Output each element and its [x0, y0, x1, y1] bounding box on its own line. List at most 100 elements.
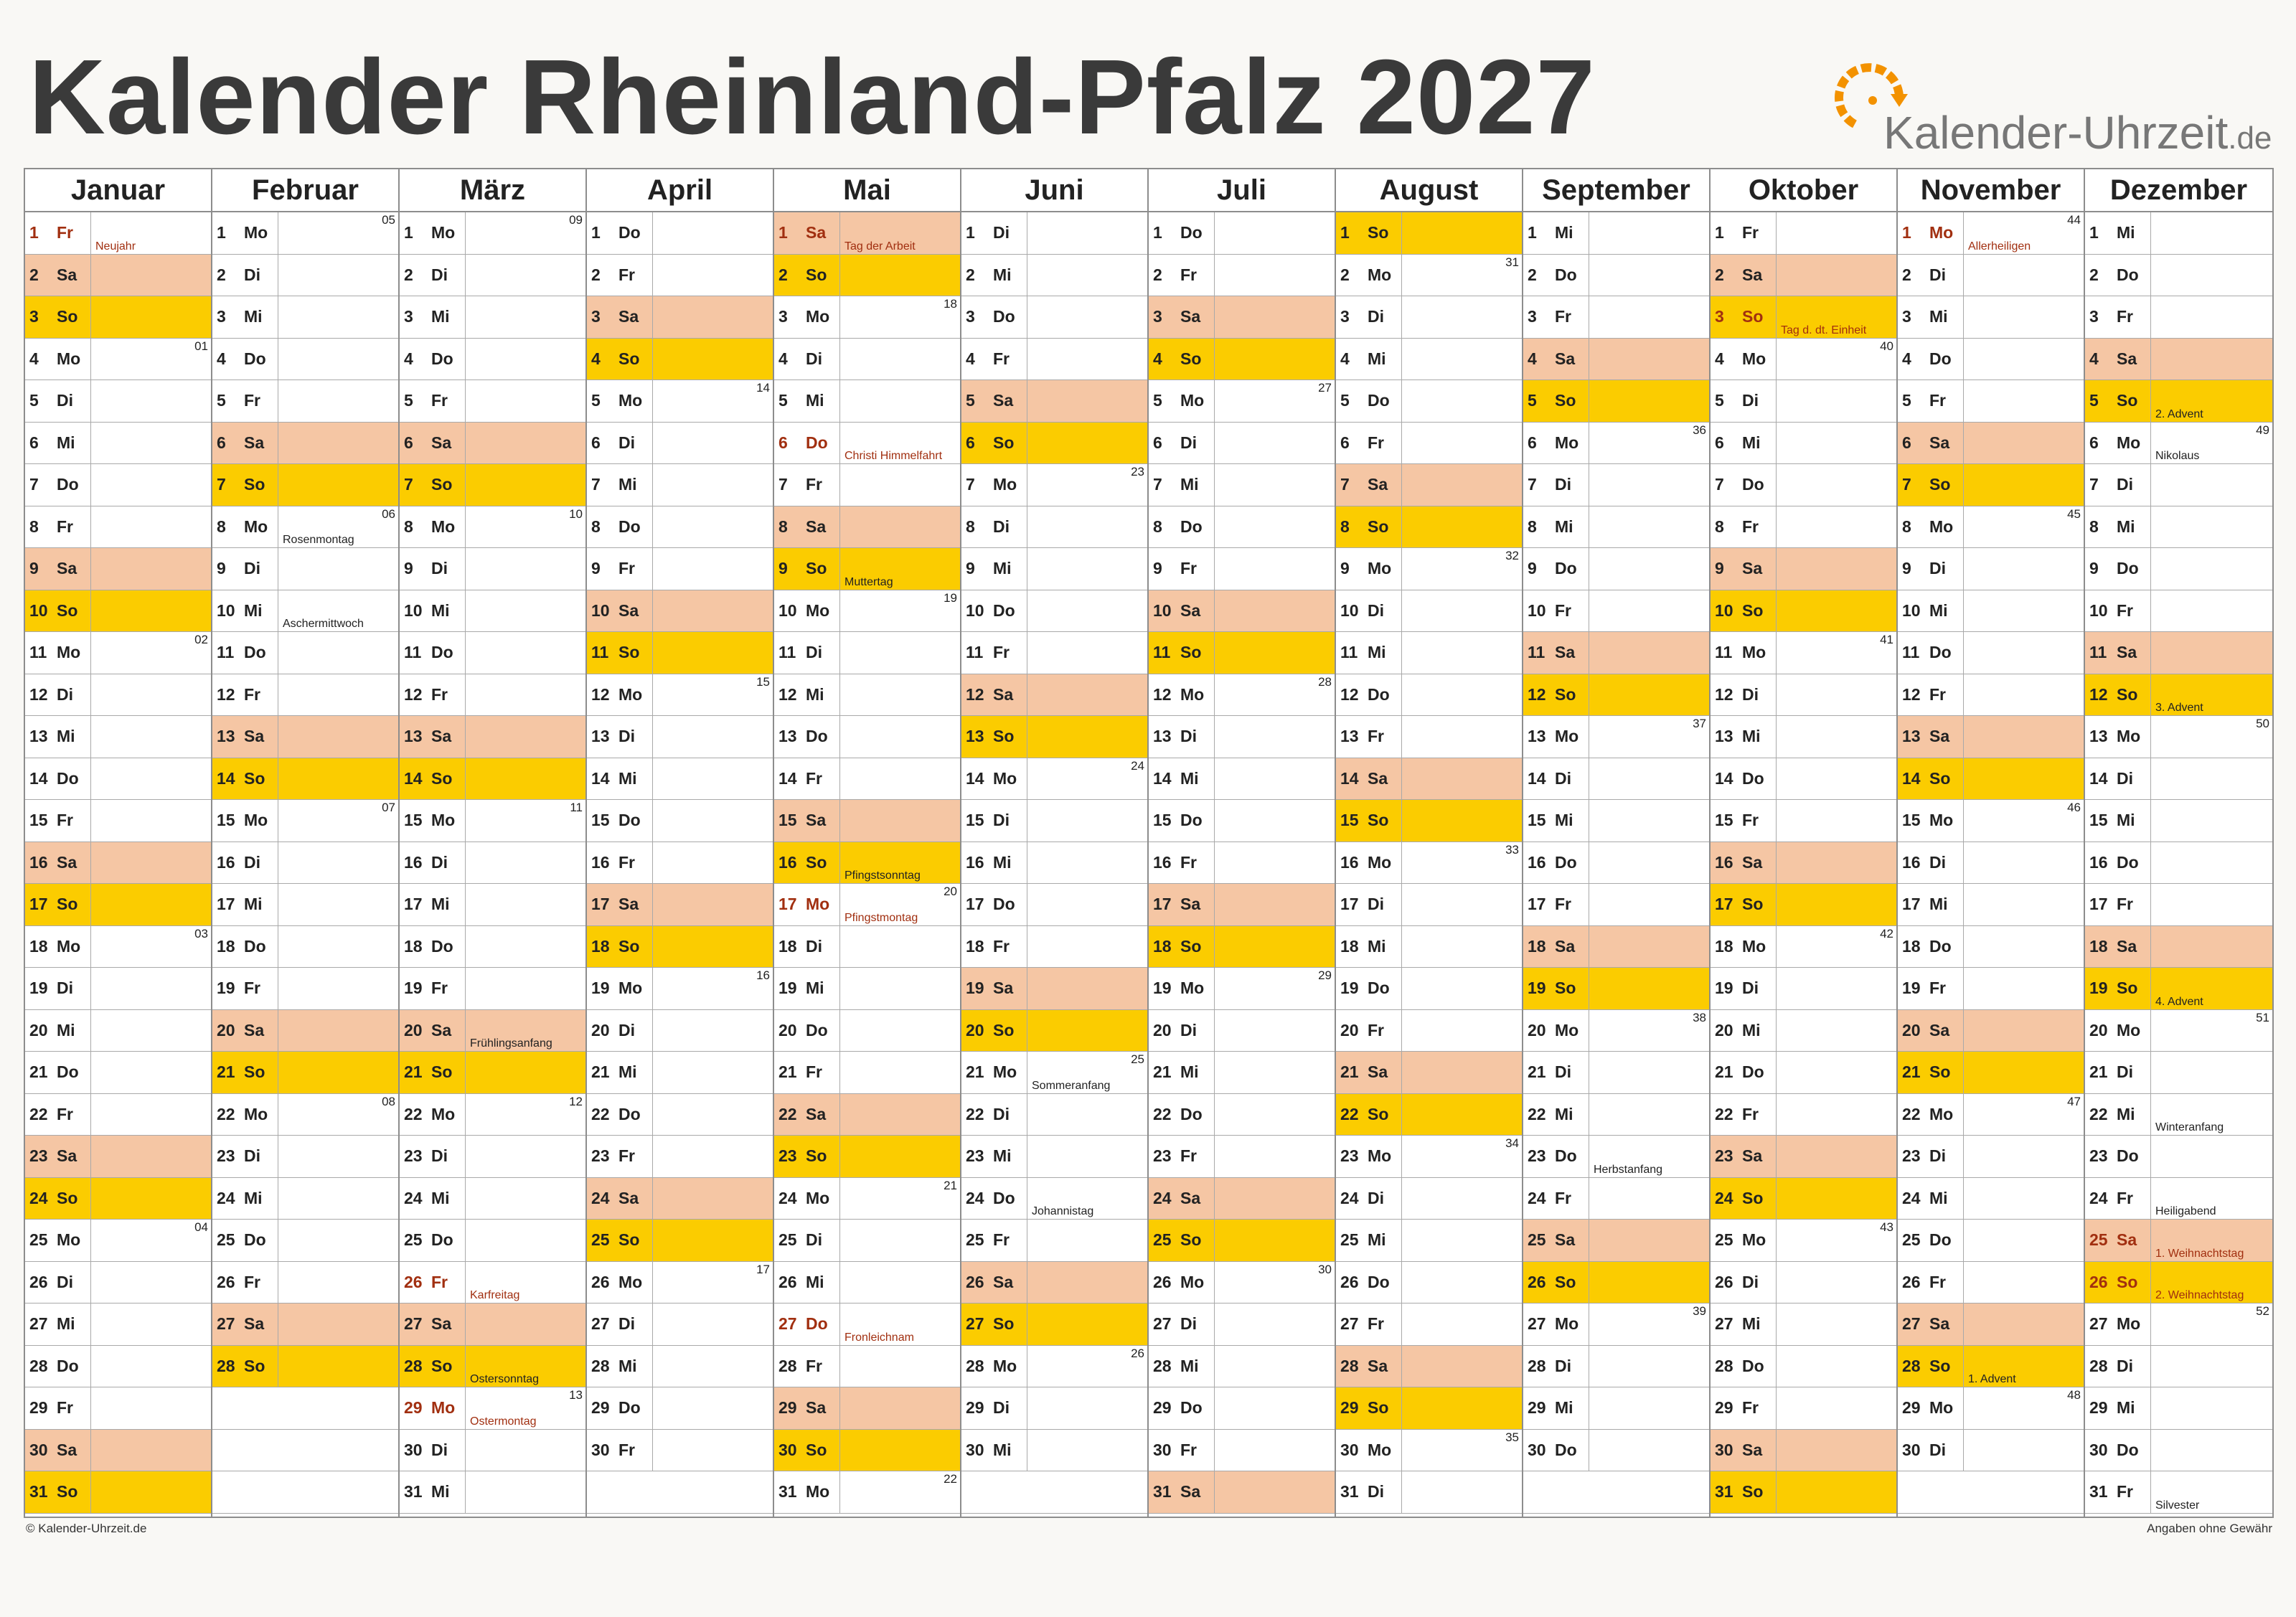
note-cell: Christi Himmelfahrt — [840, 423, 960, 464]
day-row: 17 Fr — [1523, 884, 1709, 926]
day-row: 21 Di — [2085, 1052, 2272, 1094]
day-number: 20 — [1902, 1020, 1921, 1040]
weekday: Di — [431, 559, 448, 578]
weekday: Mi — [1180, 1356, 1199, 1375]
day-number: 16 — [1715, 852, 1733, 872]
day-label: 6 Sa — [212, 422, 278, 463]
day-row: 10 Sa — [587, 590, 773, 632]
day-number: 7 — [966, 475, 975, 494]
day-label: 6 So — [961, 422, 1027, 463]
weekday: Fr — [1555, 307, 1571, 326]
weekday: Mo — [618, 979, 643, 998]
day-row: 7 Mi — [1149, 464, 1335, 506]
weekday: Do — [993, 1188, 1015, 1207]
weekday: Di — [1368, 307, 1384, 326]
day-number: 4 — [2089, 349, 2099, 368]
day-row: 3 Di — [1336, 296, 1522, 339]
month-column: Mai 1 Sa Tag der Arbeit 2 So 3 Mo 18 4 Di 5 Mi 6 Do Chr… — [774, 169, 961, 1517]
day-number: 24 — [591, 1188, 610, 1207]
day-label: 3 Fr — [2085, 296, 2151, 338]
week-number: 09 — [569, 213, 583, 227]
weekday: Sa — [1555, 643, 1576, 662]
day-number: 26 — [1715, 1272, 1733, 1291]
month-column: Juni 1 Di 2 Mi 3 Do 4 Fr 5 Sa 6 So 7 Mo 23 8 Di 9 Mi 10 Do 11 F… — [961, 169, 1149, 1517]
note-cell — [278, 1052, 398, 1093]
note-cell: Tag d. dt. Einheit — [1777, 296, 1896, 338]
day-label: 4 Do — [212, 338, 278, 380]
note-cell — [1027, 1136, 1147, 1177]
note-cell — [1964, 548, 2084, 590]
note-cell — [653, 548, 773, 590]
day-number: 7 — [217, 475, 226, 494]
weekday: Sa — [1555, 349, 1576, 368]
weekday: Sa — [1929, 1020, 1950, 1040]
weekday: Do — [1929, 936, 1952, 956]
day-row: 25 So — [587, 1220, 773, 1262]
note-cell — [653, 632, 773, 674]
day-row: 1 Mo 05 — [212, 212, 398, 255]
day-label: 27 Do — [774, 1304, 840, 1345]
weekday: Di — [1742, 391, 1759, 410]
day-number: 24 — [217, 1188, 235, 1207]
day-number: 12 — [1715, 684, 1733, 704]
day-label: 20 Mi — [1711, 1009, 1777, 1051]
note-cell — [1215, 1136, 1335, 1177]
note-cell — [278, 674, 398, 716]
week-number: 25 — [1131, 1052, 1144, 1066]
weekday: Mi — [993, 1146, 1012, 1166]
weekday: Mo — [1742, 349, 1766, 368]
day-label: 25 Fr — [961, 1220, 1027, 1261]
day-label: 2 Sa — [1711, 254, 1777, 296]
day-row: 18 Mo 03 — [25, 925, 211, 968]
note-cell — [466, 1136, 585, 1177]
note-cell — [466, 632, 585, 674]
note-cell — [2151, 842, 2272, 884]
note-cell — [1589, 842, 1709, 884]
day-number: 4 — [966, 349, 975, 368]
day-row: 4 Do — [400, 338, 585, 380]
day-number: 11 — [1153, 643, 1171, 662]
day-label: 26 Fr — [212, 1261, 278, 1303]
day-row: 21 So — [1898, 1052, 2084, 1094]
day-number: 11 — [404, 643, 422, 662]
day-label: 8 Do — [1149, 506, 1215, 547]
day-number: 8 — [1528, 517, 1537, 536]
week-number: 46 — [2067, 801, 2081, 814]
day-row: 9 Sa — [1711, 548, 1896, 590]
day-row: 22 Mo 08 — [212, 1093, 398, 1136]
day-row: 18 Do — [400, 925, 585, 968]
note-cell — [2151, 255, 2272, 296]
weekday: Sa — [1742, 1440, 1763, 1459]
day-label: 11 Mi — [1336, 632, 1402, 674]
day-row: 10 Mo 19 — [774, 590, 960, 632]
day-label: 25 Do — [400, 1220, 466, 1261]
weekday: Mo — [57, 936, 81, 956]
day-number: 21 — [1153, 1062, 1172, 1082]
weekday: So — [57, 1482, 78, 1502]
week-number: 21 — [944, 1178, 957, 1192]
day-number: 10 — [404, 600, 423, 620]
day-number: 9 — [778, 559, 788, 578]
holiday-label: Neujahr — [95, 240, 136, 253]
day-row: 12 Di — [1711, 674, 1896, 716]
day-number: 18 — [966, 936, 984, 956]
day-number: 17 — [966, 895, 984, 914]
note-cell — [1027, 590, 1147, 632]
note-cell: 05 — [278, 212, 398, 254]
day-number: 14 — [29, 768, 48, 788]
day-row: 29 Mo 48 — [1898, 1387, 2084, 1430]
day-label: 15 Mi — [1523, 800, 1589, 842]
note-cell: 1. Advent — [1964, 1346, 2084, 1387]
day-label: 3 Di — [1336, 296, 1402, 338]
weekday: Fr — [618, 1440, 635, 1459]
day-label: 10 So — [25, 590, 91, 631]
note-cell — [278, 716, 398, 758]
weekday: Sa — [1180, 1482, 1201, 1502]
day-number: 11 — [1528, 643, 1545, 662]
day-number: 25 — [966, 1230, 984, 1250]
weekday: Mi — [1742, 1020, 1761, 1040]
day-label: 1 Mo — [1898, 212, 1964, 254]
weekday: Di — [806, 643, 822, 662]
day-row: 19 Fr — [400, 968, 585, 1010]
weekday: Fr — [2117, 600, 2133, 620]
